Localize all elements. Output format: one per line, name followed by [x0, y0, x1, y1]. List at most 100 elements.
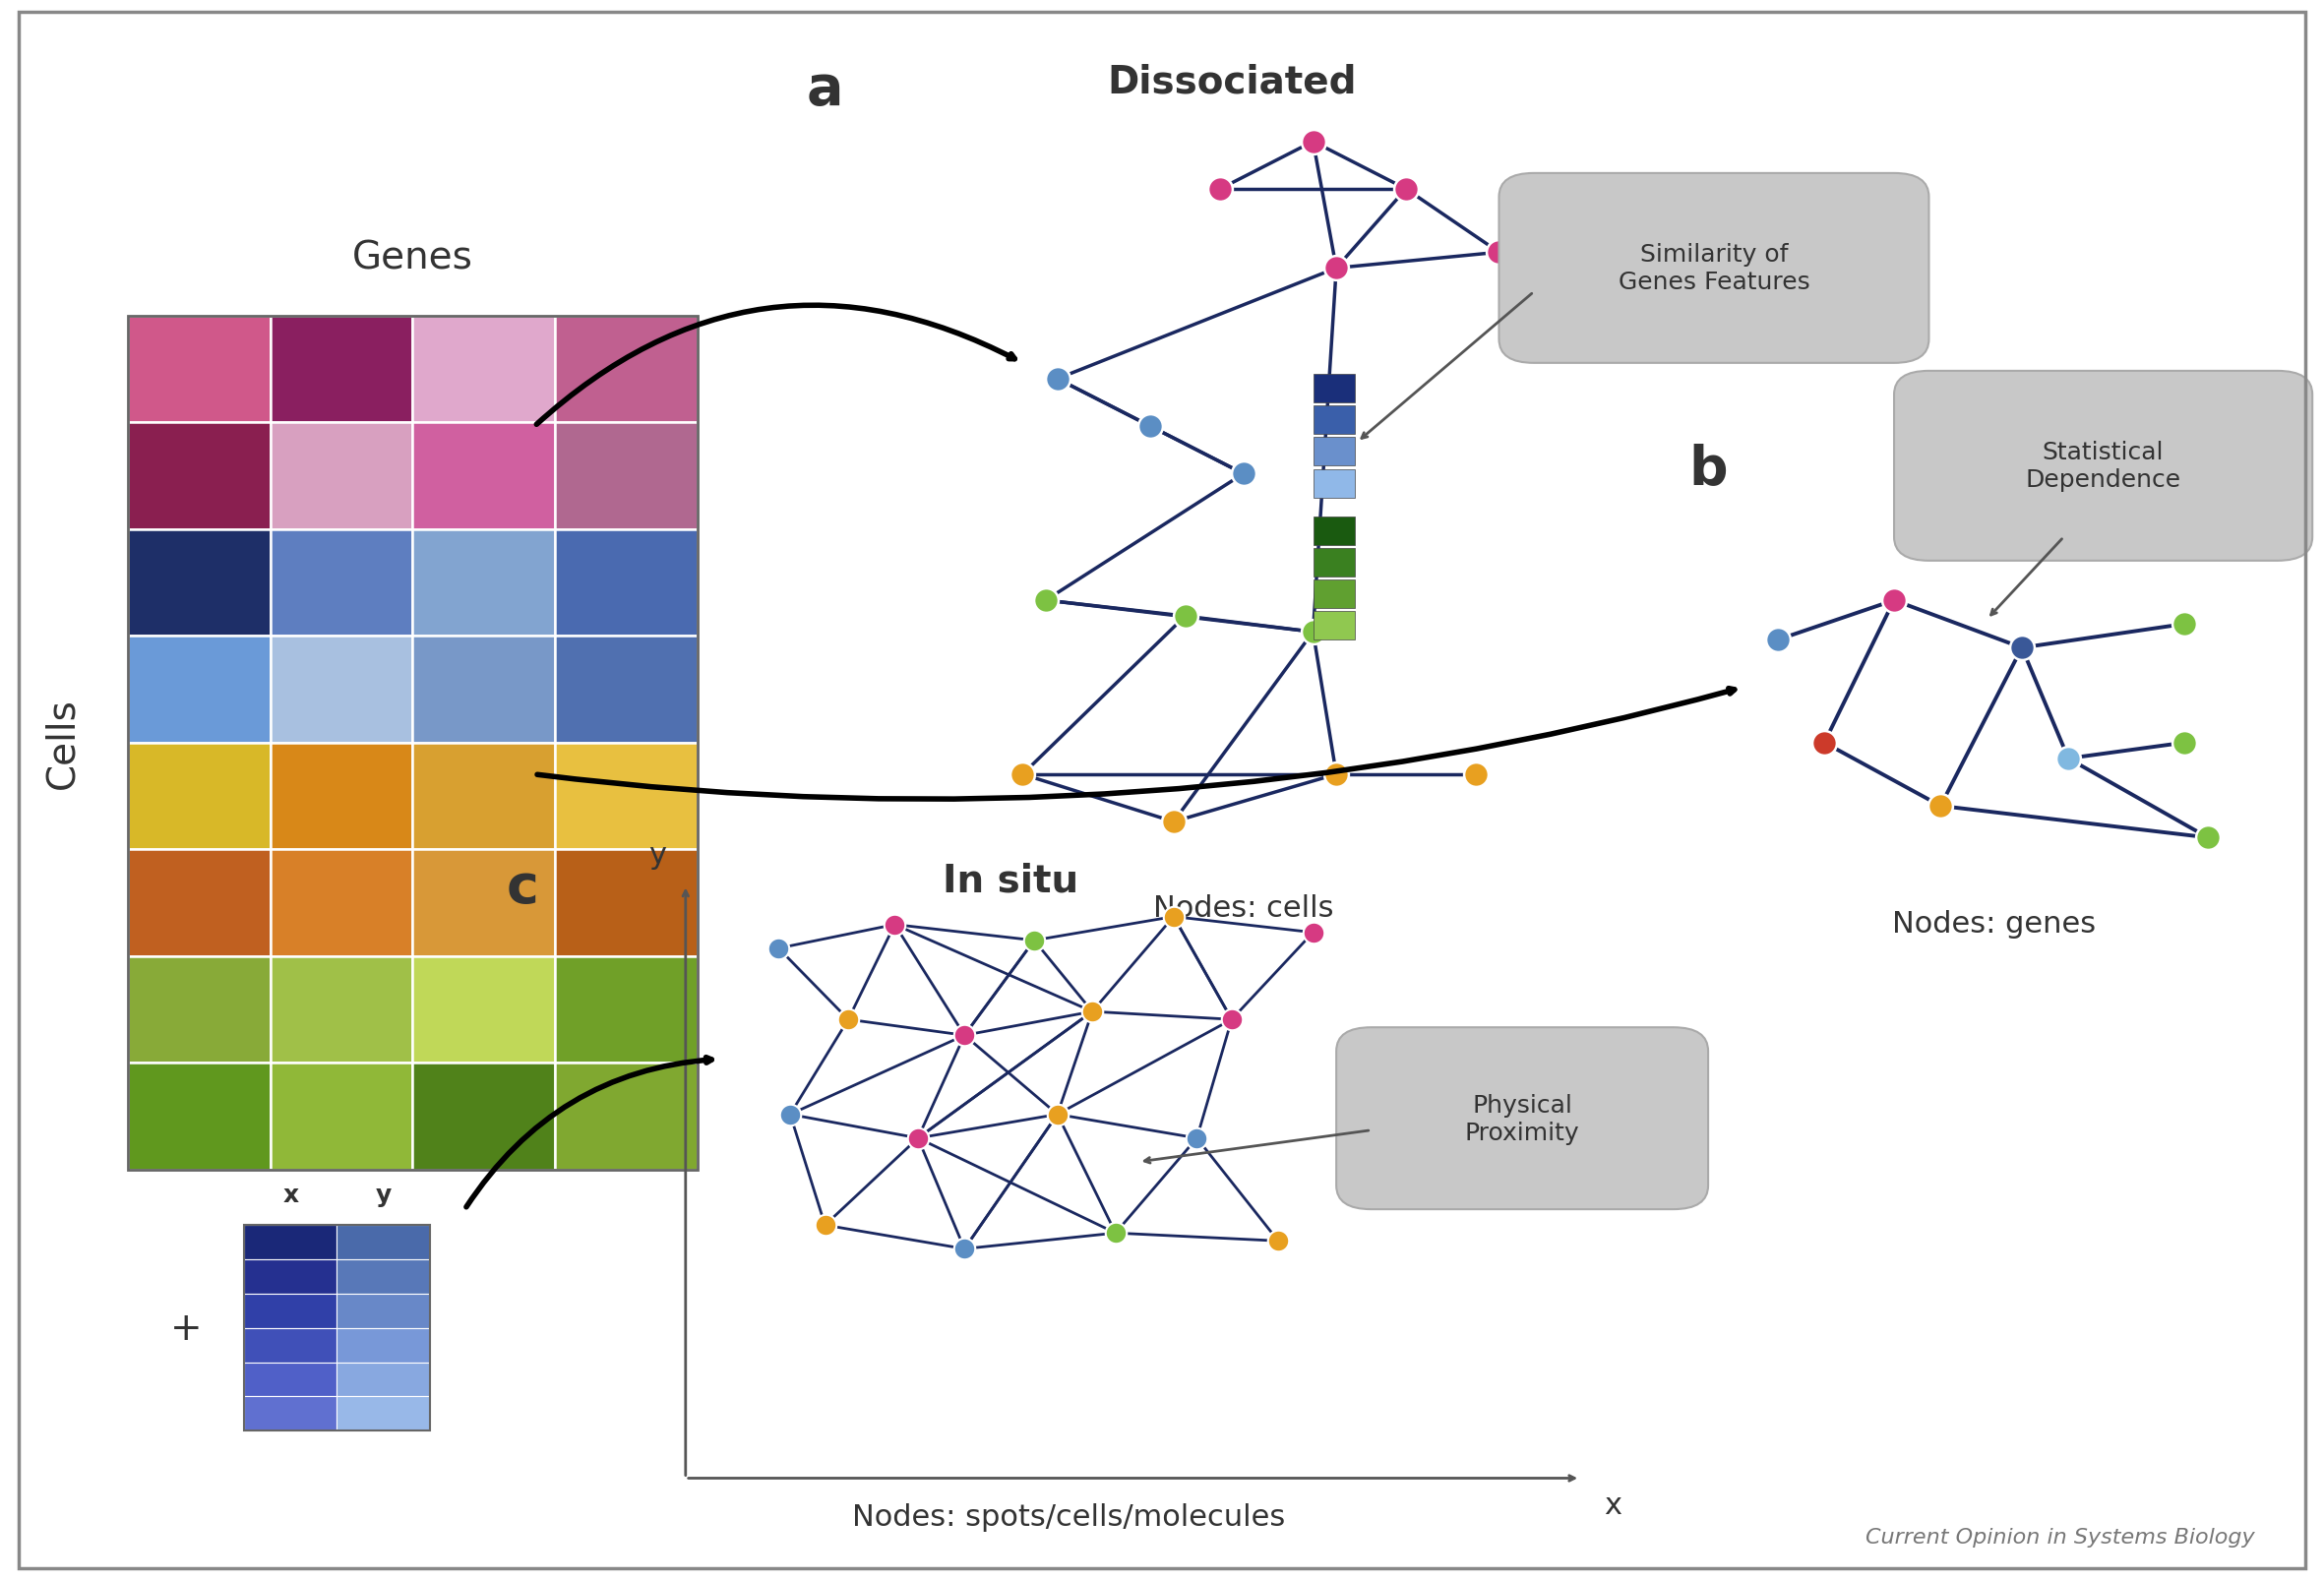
Point: [946, 1236, 983, 1262]
Bar: [414, 957, 555, 1064]
Bar: [555, 316, 697, 422]
Point: [1225, 462, 1262, 487]
Bar: [244, 1225, 337, 1260]
Bar: [555, 1064, 697, 1170]
Point: [806, 1213, 844, 1238]
Point: [1922, 794, 1959, 819]
Point: [772, 1102, 809, 1127]
Bar: [270, 957, 414, 1064]
Text: +: +: [170, 1309, 202, 1347]
Point: [1167, 604, 1204, 629]
Bar: [128, 743, 270, 851]
Bar: [270, 851, 414, 957]
Bar: [244, 1293, 337, 1328]
Text: Current Opinion in Systems Biology: Current Opinion in Systems Biology: [1866, 1527, 2254, 1546]
Bar: [1313, 375, 1355, 403]
Point: [1294, 920, 1332, 945]
Bar: [414, 743, 555, 851]
Point: [1155, 809, 1192, 835]
Point: [1480, 240, 1518, 266]
Bar: [270, 1064, 414, 1170]
Point: [2003, 636, 2040, 661]
Bar: [244, 1225, 430, 1431]
Point: [1039, 1102, 1076, 1127]
Bar: [270, 636, 414, 743]
Bar: [555, 851, 697, 957]
Bar: [555, 422, 697, 530]
Text: Nodes: cells: Nodes: cells: [1153, 893, 1334, 922]
Point: [830, 1007, 867, 1032]
Point: [1132, 414, 1169, 440]
Bar: [337, 1363, 430, 1396]
Bar: [270, 316, 414, 422]
Bar: [128, 422, 270, 530]
Text: Genes: Genes: [351, 239, 474, 277]
Text: Cells: Cells: [44, 697, 81, 789]
Bar: [414, 1064, 555, 1170]
Text: x: x: [1604, 1491, 1622, 1519]
Point: [1039, 367, 1076, 392]
Bar: [337, 1396, 430, 1431]
Bar: [1313, 580, 1355, 609]
Point: [1074, 999, 1111, 1024]
Point: [1318, 256, 1355, 281]
Point: [1318, 762, 1355, 787]
Point: [946, 1023, 983, 1048]
Point: [876, 912, 913, 938]
Text: y: y: [376, 1183, 390, 1206]
Point: [1759, 628, 1796, 653]
Point: [1457, 762, 1494, 787]
Bar: [128, 957, 270, 1064]
Bar: [244, 1396, 337, 1431]
FancyBboxPatch shape: [1499, 174, 1929, 364]
Bar: [1313, 470, 1355, 498]
Bar: [128, 530, 270, 636]
Bar: [555, 743, 697, 851]
Point: [1004, 762, 1041, 787]
Point: [1294, 130, 1332, 155]
Bar: [1313, 612, 1355, 640]
Point: [1260, 1228, 1297, 1254]
Point: [2166, 612, 2203, 637]
Bar: [337, 1260, 430, 1293]
Bar: [244, 1260, 337, 1293]
Point: [1806, 730, 1843, 756]
Point: [1213, 1007, 1250, 1032]
Text: In situ: In situ: [944, 862, 1078, 900]
Text: a: a: [806, 63, 844, 117]
Point: [2166, 730, 2203, 756]
Bar: [128, 316, 697, 1170]
Bar: [128, 1064, 270, 1170]
Bar: [1313, 549, 1355, 577]
Text: y: y: [648, 841, 667, 870]
Bar: [1313, 517, 1355, 545]
Point: [760, 936, 797, 961]
Bar: [128, 851, 270, 957]
Point: [2050, 746, 2087, 772]
Point: [1202, 177, 1239, 202]
Text: Similarity of
Genes Features: Similarity of Genes Features: [1618, 243, 1810, 294]
Text: Statistical
Dependence: Statistical Dependence: [2027, 441, 2180, 492]
Point: [1875, 588, 1913, 613]
Bar: [270, 743, 414, 851]
Text: Nodes: genes: Nodes: genes: [1892, 909, 2096, 938]
Text: Dissociated: Dissociated: [1106, 63, 1357, 101]
Bar: [1313, 438, 1355, 466]
FancyBboxPatch shape: [1336, 1028, 1708, 1209]
Bar: [555, 957, 697, 1064]
Point: [1016, 928, 1053, 953]
Text: c: c: [507, 862, 539, 915]
Point: [1294, 620, 1332, 645]
Bar: [414, 851, 555, 957]
Bar: [270, 530, 414, 636]
Bar: [414, 316, 555, 422]
Point: [1097, 1221, 1134, 1246]
Bar: [128, 316, 270, 422]
Text: x: x: [284, 1183, 297, 1206]
Text: Nodes: spots/cells/molecules: Nodes: spots/cells/molecules: [853, 1502, 1285, 1530]
Point: [1155, 904, 1192, 930]
Bar: [128, 636, 270, 743]
Bar: [244, 1328, 337, 1363]
Bar: [270, 422, 414, 530]
Point: [1178, 1126, 1215, 1151]
